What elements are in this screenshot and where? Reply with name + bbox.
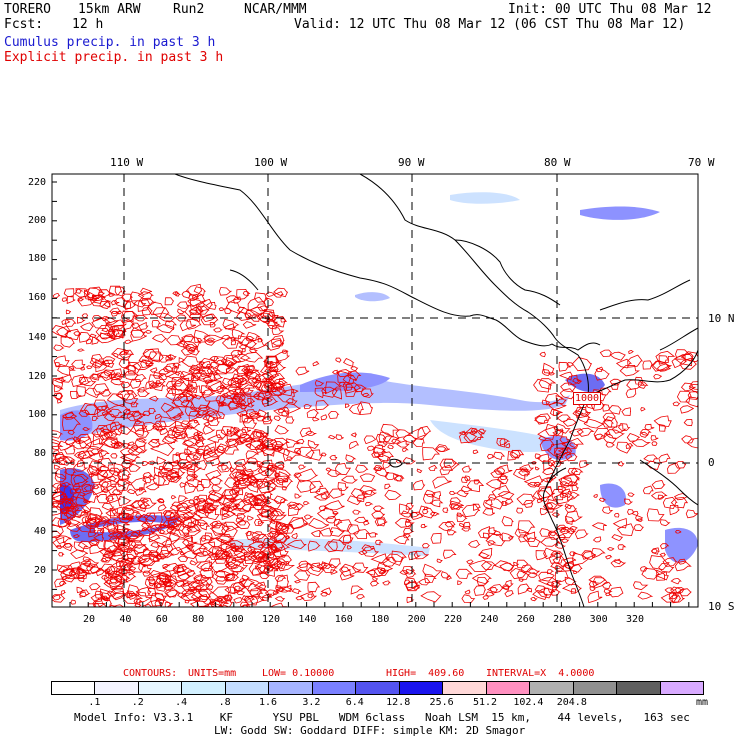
y-tick-label: 120 [27, 371, 46, 382]
colorbar-label: 3.2 [302, 697, 321, 708]
lat-label-0: 0 [708, 456, 715, 469]
colorbar-label: 51.2 [472, 697, 498, 708]
x-tick-label: 120 [261, 614, 281, 625]
colorbar-label: .4 [175, 697, 188, 708]
colorbar-swatch [52, 682, 96, 694]
y-tick-label: 160 [27, 292, 46, 303]
x-tick-label: 60 [155, 614, 168, 625]
colorbar-label: 6.4 [345, 697, 364, 708]
x-tick-label: 140 [298, 614, 317, 625]
colorbar-swatch [269, 682, 313, 694]
colorbar-swatch [138, 682, 183, 694]
y-tick-label: 140 [27, 332, 46, 343]
x-tick-label: 100 [225, 614, 244, 625]
contour-value-label: 1000 [573, 392, 602, 405]
contour-units: UNITS=mm [188, 668, 237, 679]
map-frame [51, 173, 699, 608]
run-label: Run2 [173, 2, 205, 17]
physics-info-line: LW: Godd SW: Goddard DIFF: simple KM: 2D… [214, 724, 526, 737]
model-info-line: Model Info: V3.3.1 KF YSU PBL WDM 6class… [74, 711, 690, 724]
forecast-hour: 12 h [72, 17, 104, 32]
contour-interval: INTERVAL=X 4.0000 [486, 668, 595, 679]
x-tick-label: 260 [516, 614, 535, 625]
contour-low: LOW= 0.10000 [262, 668, 335, 679]
colorbar-label: .1 [88, 697, 101, 708]
colorbar-swatch [399, 682, 444, 694]
colorbar-swatch [95, 682, 139, 694]
colorbar-label: .2 [131, 697, 144, 708]
lon-label-100w: 100 W [254, 156, 288, 169]
coastlines [174, 174, 698, 607]
x-tick-label: 300 [589, 614, 608, 625]
colorbar-swatch [486, 682, 531, 694]
y-tick-label: 80 [33, 448, 46, 459]
x-tick-label: 20 [82, 614, 96, 625]
lon-label-110w: 110 W [110, 156, 144, 169]
y-tick-label: 200 [27, 215, 46, 226]
y-tick-label: 60 [33, 487, 46, 498]
cumulus-precip-shading [60, 192, 698, 563]
x-tick-label: 240 [480, 614, 499, 625]
x-tick-label: 320 [625, 614, 645, 625]
y-tick-label: 100 [27, 409, 46, 420]
x-tick-label: 220 [443, 614, 463, 625]
colorbar-swatch [573, 682, 618, 694]
colorbar-label: 1.6 [258, 697, 278, 708]
x-tick-label: 80 [192, 614, 205, 625]
grid-tick-marks [52, 181, 690, 607]
colorbar-swatch [225, 682, 270, 694]
contours-title: CONTOURS: [123, 668, 178, 679]
lat-label-10n: 10 N [708, 312, 735, 325]
colorbar-label: .8 [218, 697, 231, 708]
x-tick-label: 280 [553, 614, 572, 625]
init-time: Init: 00 UTC Thu 08 Mar 12 [508, 2, 712, 17]
y-tick-label: 40 [33, 526, 46, 537]
colorbar-swatch [530, 682, 574, 694]
valid-time: Valid: 12 UTC Thu 08 Mar 12 (06 CST Thu … [294, 17, 686, 32]
x-tick-label: 200 [407, 614, 426, 625]
lat-label-10s: 10 S [708, 600, 735, 613]
contour-high: HIGH= 409.60 [386, 668, 465, 679]
lon-label-80w: 80 W [544, 156, 571, 169]
organization: NCAR/MMM [244, 2, 307, 17]
field-explicit-title: Explicit precip. in past 3 h [4, 50, 224, 65]
model-resolution: 15km ARW [78, 2, 141, 17]
y-tick-label: 220 [27, 177, 46, 188]
explicit-precip-contours [52, 283, 698, 607]
y-tick-label: 20 [33, 565, 46, 576]
y-tick-label: 180 [27, 253, 46, 264]
colorbar [51, 681, 704, 695]
field-cumulus-title: Cumulus precip. in past 3 h [4, 35, 216, 50]
colorbar-swatch [660, 682, 704, 694]
colorbar-label: 25.6 [429, 697, 454, 708]
colorbar-swatch [617, 682, 661, 694]
colorbar-swatch [356, 682, 400, 694]
lon-label-70w: 70 W [688, 156, 715, 169]
colorbar-label: 204.8 [556, 697, 587, 708]
x-tick-label: 160 [334, 614, 353, 625]
latlon-grid [52, 174, 698, 607]
x-tick-label: 40 [119, 614, 132, 625]
forecast-label: Fcst: [4, 17, 44, 32]
model-name: TORERO [4, 2, 51, 17]
lon-label-90w: 90 W [398, 156, 425, 169]
colorbar-unit: mm [696, 697, 709, 708]
colorbar-swatch [182, 682, 226, 694]
colorbar-label: 12.8 [386, 697, 411, 708]
colorbar-swatch [312, 682, 357, 694]
x-tick-label: 180 [371, 614, 390, 625]
colorbar-label: 102.4 [513, 697, 544, 708]
colorbar-swatch [443, 682, 487, 694]
